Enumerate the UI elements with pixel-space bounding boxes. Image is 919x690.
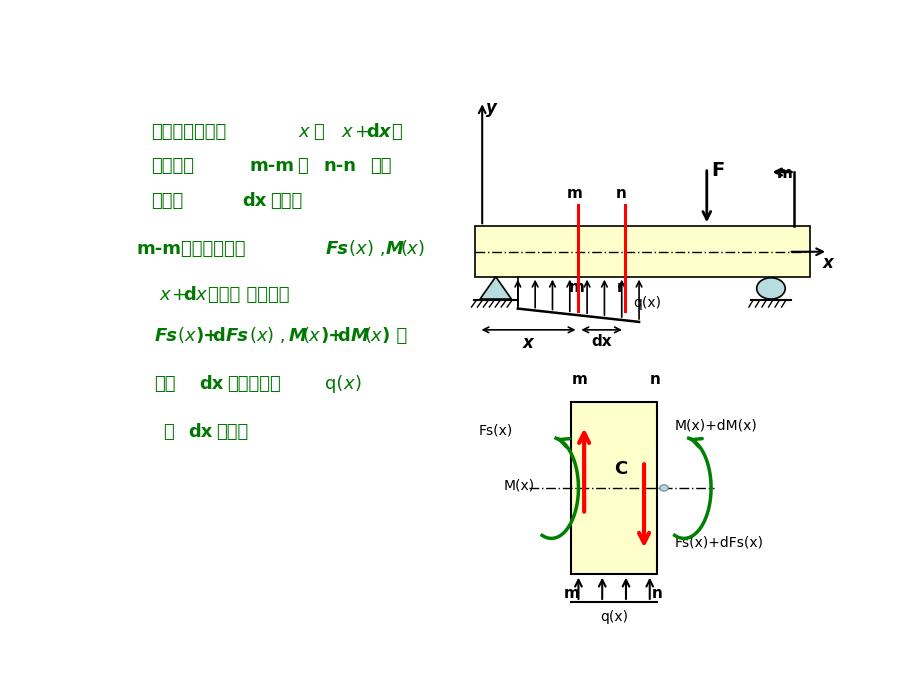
Text: n: n — [617, 280, 628, 295]
Text: )+: )+ — [320, 327, 343, 345]
Text: (: ( — [400, 239, 407, 257]
Text: 很小，略去: 很小，略去 — [227, 375, 280, 393]
Text: x: x — [370, 327, 381, 345]
Text: 和: 和 — [297, 157, 307, 175]
Text: 和: 和 — [312, 123, 323, 141]
Text: x: x — [299, 123, 309, 141]
Text: Fs(x)+dFs(x): Fs(x)+dFs(x) — [674, 535, 763, 549]
Text: 由于: 由于 — [154, 375, 176, 393]
Text: x: x — [379, 123, 390, 141]
Text: Fs: Fs — [154, 327, 177, 345]
Text: n: n — [649, 372, 660, 386]
Polygon shape — [480, 277, 511, 299]
Text: (: ( — [249, 327, 256, 345]
Text: Fs: Fs — [225, 327, 248, 345]
Text: x: x — [823, 255, 833, 273]
Text: m: m — [566, 186, 583, 201]
Text: n: n — [651, 586, 662, 601]
Text: M: M — [350, 327, 368, 345]
Text: Fs(x): Fs(x) — [478, 424, 512, 437]
Text: x: x — [341, 123, 352, 141]
Text: (: ( — [348, 239, 356, 257]
Text: dx: dx — [199, 375, 223, 393]
Text: x: x — [196, 286, 206, 304]
Bar — [474, 226, 810, 277]
Text: +: + — [171, 286, 187, 304]
Text: m: m — [562, 586, 579, 601]
Text: ): ) — [417, 239, 425, 257]
Text: ) 。: ) 。 — [382, 327, 407, 345]
Circle shape — [659, 485, 667, 491]
Text: d: d — [366, 123, 379, 141]
Text: x: x — [309, 327, 319, 345]
Text: n-n: n-n — [323, 157, 357, 175]
Text: dx: dx — [591, 334, 611, 349]
Text: x: x — [184, 327, 195, 345]
Text: x: x — [406, 239, 417, 257]
Text: M: M — [386, 239, 403, 257]
Text: 假想地用坐标为: 假想地用坐标为 — [151, 123, 226, 141]
Circle shape — [755, 278, 785, 299]
Text: Fs: Fs — [325, 239, 348, 257]
Text: M: M — [288, 327, 306, 345]
Text: 两横截面: 两横截面 — [151, 157, 193, 175]
Text: 中取出: 中取出 — [151, 192, 183, 210]
Text: C: C — [614, 460, 627, 478]
Text: q(: q( — [325, 375, 344, 393]
Text: 截面处 则分别为: 截面处 则分别为 — [208, 286, 289, 304]
Text: x: x — [343, 375, 354, 393]
Text: M(x)+dM(x): M(x)+dM(x) — [674, 419, 756, 433]
Text: n: n — [615, 186, 626, 201]
Text: x: x — [255, 327, 267, 345]
Text: 一段。: 一段。 — [270, 192, 302, 210]
Text: m: m — [572, 372, 587, 386]
Text: ) ,: ) , — [267, 327, 285, 345]
Text: q(x): q(x) — [632, 296, 661, 310]
Text: (: ( — [302, 327, 309, 345]
Text: (: ( — [364, 327, 371, 345]
Text: F: F — [710, 161, 723, 180]
Text: x: x — [523, 334, 533, 352]
Text: y: y — [485, 99, 496, 117]
Text: dx: dx — [242, 192, 266, 210]
Text: 沿: 沿 — [164, 423, 174, 441]
Text: 的: 的 — [391, 123, 402, 141]
Text: m-m截面上内力为: m-m截面上内力为 — [136, 239, 245, 257]
Text: ): ) — [354, 375, 361, 393]
Text: x: x — [160, 286, 170, 304]
Text: M(x): M(x) — [503, 478, 534, 492]
Text: )+: )+ — [196, 327, 219, 345]
Text: q(x): q(x) — [599, 611, 628, 624]
Text: m-m: m-m — [249, 157, 294, 175]
Text: ) ,: ) , — [367, 239, 385, 257]
Bar — [571, 402, 656, 574]
Text: +: + — [354, 123, 369, 141]
Text: 的变化: 的变化 — [216, 423, 248, 441]
Text: d: d — [337, 327, 350, 345]
Text: (: ( — [177, 327, 185, 345]
Text: m: m — [776, 166, 791, 181]
Text: 从梁: 从梁 — [369, 157, 391, 175]
Text: x: x — [355, 239, 366, 257]
Text: d: d — [212, 327, 225, 345]
Text: m: m — [568, 280, 584, 295]
Text: d: d — [183, 286, 196, 304]
Text: dx: dx — [188, 423, 212, 441]
